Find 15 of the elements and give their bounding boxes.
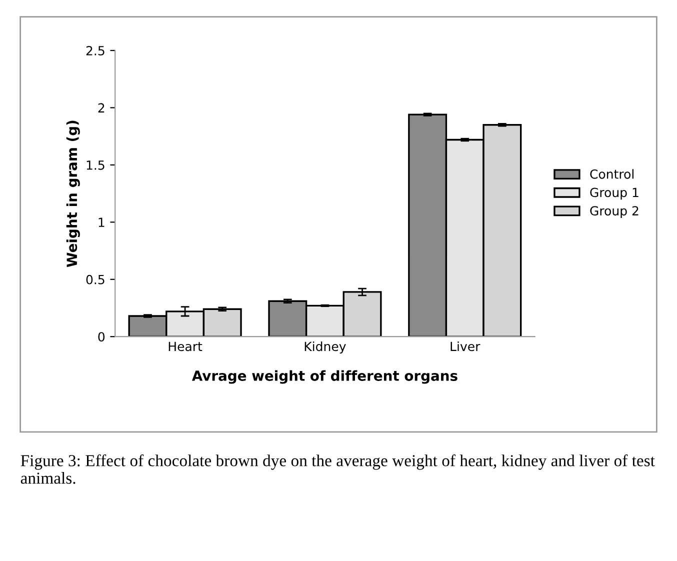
legend-label: Control: [590, 169, 634, 179]
caption: Figure 3: Effect of chocolate brown dye on the average weight of heart, kidney and liver of test animals.: [20, 454, 655, 484]
x-tick-label: Heart: [168, 342, 202, 352]
y-axis-title: Weight in gram (g): [66, 120, 80, 268]
x-tick-label: Liver: [450, 341, 480, 352]
y-tick-label: 1: [98, 218, 104, 227]
y-tick-label: 1.5: [86, 160, 104, 170]
legend-label: Group 2: [590, 206, 638, 218]
y-tick-label: 0: [98, 332, 105, 342]
x-axis-title: Avrage weight of different organs: [192, 370, 458, 384]
y-tick-label: 0.5: [86, 274, 104, 284]
y-tick-label: 2.5: [86, 46, 104, 56]
x-tick-label: Kidney: [304, 341, 346, 354]
y-tick-label: 2: [98, 103, 104, 112]
legend-label: Group 1: [590, 188, 638, 200]
